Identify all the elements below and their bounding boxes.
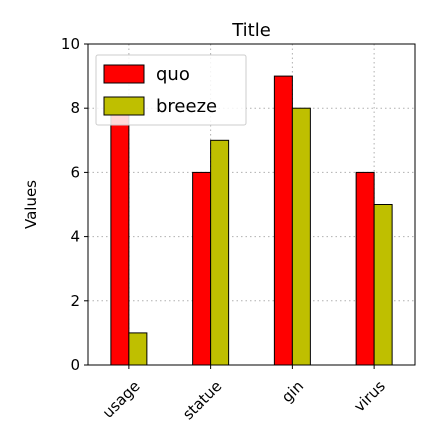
y-tick-label: 4 [70,228,80,246]
x-tick-label: virus [350,377,389,416]
y-tick-label: 8 [70,99,80,117]
plot-frame [87,43,416,366]
bar-breeze-virus [373,204,393,366]
x-tick-label: usage [99,377,144,422]
bar-breeze-gin [291,107,311,366]
bar-quo-statue [192,171,212,366]
x-tick-label: statue [179,377,225,423]
y-tick-label: 10 [61,35,80,53]
bar-quo-virus [355,171,375,366]
bar-breeze-usage [128,332,148,366]
x-tick-label: gin [278,377,307,406]
y-tick-label: 6 [70,163,80,181]
chart-title: Title [231,20,271,41]
bar-breeze-statue [210,139,230,366]
legend-swatch-breeze [103,96,145,116]
legend-swatch-quo [103,64,145,84]
legend: quo breeze [95,54,247,126]
axes [87,43,416,366]
bar-quo-usage [110,107,130,366]
bar-quo-gin [273,75,293,366]
legend-label-breeze: breeze [156,96,217,117]
legend-label-quo: quo [156,64,190,85]
y-tick-label: 0 [70,356,80,374]
y-axis-title: Values [22,180,40,229]
bars [110,75,393,366]
x-axis-ticks: usage statue gin virus [99,365,389,423]
y-tick-label: 2 [70,292,80,310]
y-axis-ticks: 0 2 4 6 8 10 [61,35,88,374]
